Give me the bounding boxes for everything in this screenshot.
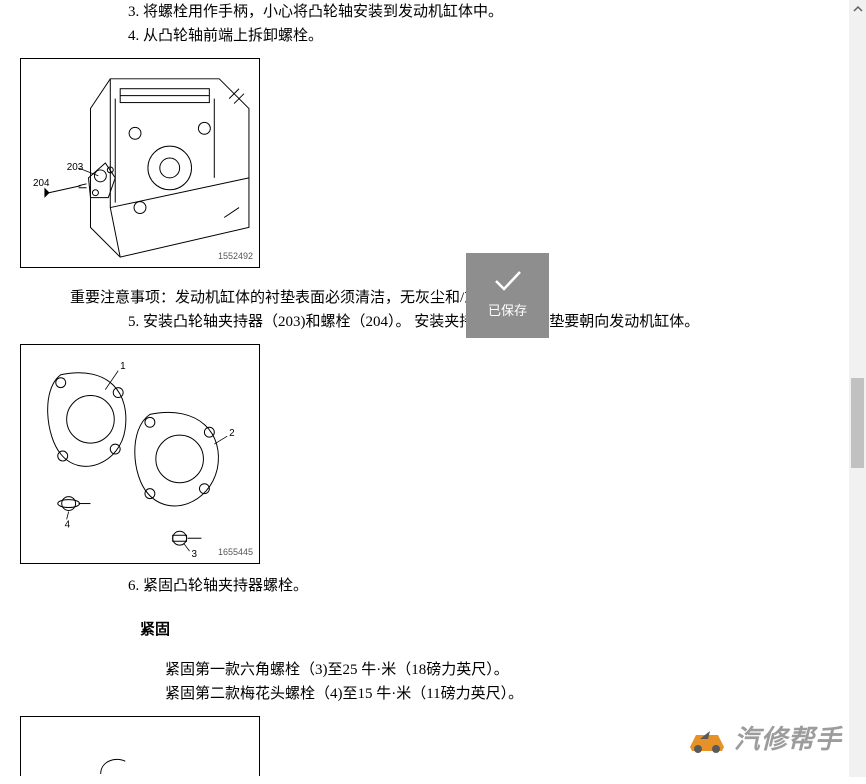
scroll-arrow-up-icon[interactable] xyxy=(849,0,866,17)
callout-204: 204 xyxy=(33,178,50,189)
callout-4: 4 xyxy=(65,519,71,530)
step-3: 3. 将螺栓用作手柄，小心将凸轮轴安装到发动机缸体中。 xyxy=(128,0,839,24)
save-toast: 已保存 xyxy=(466,253,549,338)
step-6: 6. 紧固凸轮轴夹持器螺栓。 xyxy=(128,574,839,598)
figure-retainer-plates: 1 2 3 4 1655445 xyxy=(20,344,260,564)
callout-203: 203 xyxy=(67,162,84,173)
tighten-line-2: 紧固第二款梅花头螺栓（4)至15 牛·米（11磅力英尺）。 xyxy=(165,682,839,706)
toast-label: 已保存 xyxy=(488,301,527,322)
figure-partial-bottom xyxy=(20,716,260,776)
step-4: 4. 从凸轮轴前端上拆卸螺栓。 xyxy=(128,24,839,48)
figure-id-1: 1552492 xyxy=(218,249,253,263)
scrollbar-thumb[interactable] xyxy=(851,378,864,468)
figure-engine-block: 203 204 1552492 xyxy=(20,58,260,268)
figure-id-2: 1655445 xyxy=(218,545,253,559)
callout-1: 1 xyxy=(120,361,126,372)
tighten-heading: 紧固 xyxy=(140,618,839,642)
callout-3: 3 xyxy=(192,549,198,560)
document-content: 3. 将螺栓用作手柄，小心将凸轮轴安装到发动机缸体中。 4. 从凸轮轴前端上拆卸… xyxy=(0,0,849,776)
callout-2: 2 xyxy=(229,428,235,439)
watermark-text: 汽修帮手 xyxy=(734,719,842,761)
checkmark-icon xyxy=(493,269,523,293)
scrollbar-track[interactable] xyxy=(849,0,866,777)
important-note: 重要注意事项：发动机缸体的衬垫表面必须清洁，无灰尘和/或碎屑。 xyxy=(70,286,839,310)
watermark-icon xyxy=(686,726,728,754)
watermark: 汽修帮手 xyxy=(686,719,842,761)
tighten-line-1: 紧固第一款六角螺栓（3)至25 牛·米（18磅力英尺）。 xyxy=(165,658,839,682)
